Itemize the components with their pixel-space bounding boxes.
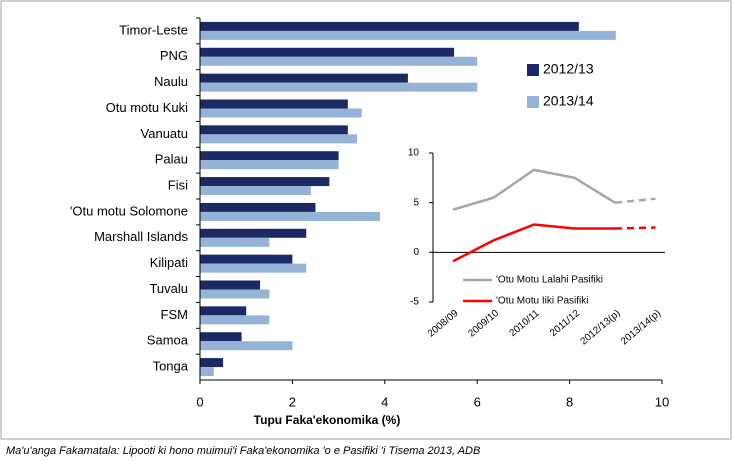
line <box>452 168 616 211</box>
y-tick-label: 5 <box>413 197 419 208</box>
bar <box>200 280 261 290</box>
x-tick-label: 6 <box>474 394 481 409</box>
bar <box>200 82 478 92</box>
bar <box>200 21 579 31</box>
bar <box>200 263 307 273</box>
legend-swatch <box>527 96 539 108</box>
bar <box>200 315 270 325</box>
line-projection <box>614 226 656 230</box>
legend-swatch <box>527 64 539 76</box>
line <box>452 223 615 263</box>
legend-label: 2013/14 <box>543 93 594 109</box>
y-tick-label: Vanuatu <box>141 126 188 141</box>
y-tick-label: Tonga <box>153 359 189 374</box>
bar <box>200 341 293 351</box>
y-tick-label: PNG <box>160 48 188 63</box>
bar <box>200 177 330 187</box>
bar <box>200 289 270 299</box>
legend-label: 'Otu Motu Lalahi Pasifiki <box>496 275 603 286</box>
x-tick-label: 8 <box>566 394 573 409</box>
bar <box>200 211 385 221</box>
bar <box>200 125 348 135</box>
bar <box>200 306 247 316</box>
y-tick-label: 0 <box>413 247 419 258</box>
x-tick-label: 0 <box>196 394 203 409</box>
legend-label: 'Otu Motu Iiki Pasifiki <box>496 296 589 307</box>
bar <box>200 332 242 342</box>
bar <box>200 47 455 57</box>
bar <box>200 134 358 144</box>
bar <box>200 151 339 161</box>
bar <box>200 56 478 66</box>
y-tick-label: 'Otu motu Solomone <box>70 203 188 218</box>
y-tick-label: Kilipati <box>150 255 188 270</box>
line-projection <box>614 197 656 204</box>
bar <box>200 160 339 170</box>
y-tick-label: Tuvalu <box>149 281 188 296</box>
y-tick-label: Samoa <box>147 333 189 348</box>
y-tick-label: Naulu <box>154 74 188 89</box>
bar <box>200 358 224 368</box>
y-tick-label: Timor-Leste <box>119 22 188 37</box>
bar <box>200 367 214 377</box>
bar <box>200 73 408 83</box>
bar <box>200 237 270 247</box>
bar <box>200 30 616 40</box>
bar <box>200 99 348 109</box>
y-tick-label: Marshall Islands <box>94 229 188 244</box>
source: Ma'u'anga Fakamatala: Lipooti ki hono mu… <box>6 445 480 457</box>
y-tick-label: 10 <box>408 148 420 159</box>
bar <box>200 108 362 118</box>
bar <box>200 202 316 212</box>
x-tick-label: 2 <box>289 394 296 409</box>
bar <box>200 228 307 238</box>
legend-label: 2012/13 <box>543 61 594 77</box>
y-tick-label: FSM <box>161 307 188 322</box>
bar <box>200 186 311 196</box>
x-tick-label: 4 <box>381 394 388 409</box>
y-tick-label: Palau <box>155 152 188 167</box>
y-tick-label: Fisi <box>168 178 188 193</box>
x-axis-label: Tupu Faka'ekonomika (%) <box>254 413 401 427</box>
y-tick-label: -5 <box>410 297 419 308</box>
x-tick-label: 10 <box>655 394 669 409</box>
y-tick-label: Otu motu Kuki <box>106 100 188 115</box>
bar <box>200 254 293 264</box>
